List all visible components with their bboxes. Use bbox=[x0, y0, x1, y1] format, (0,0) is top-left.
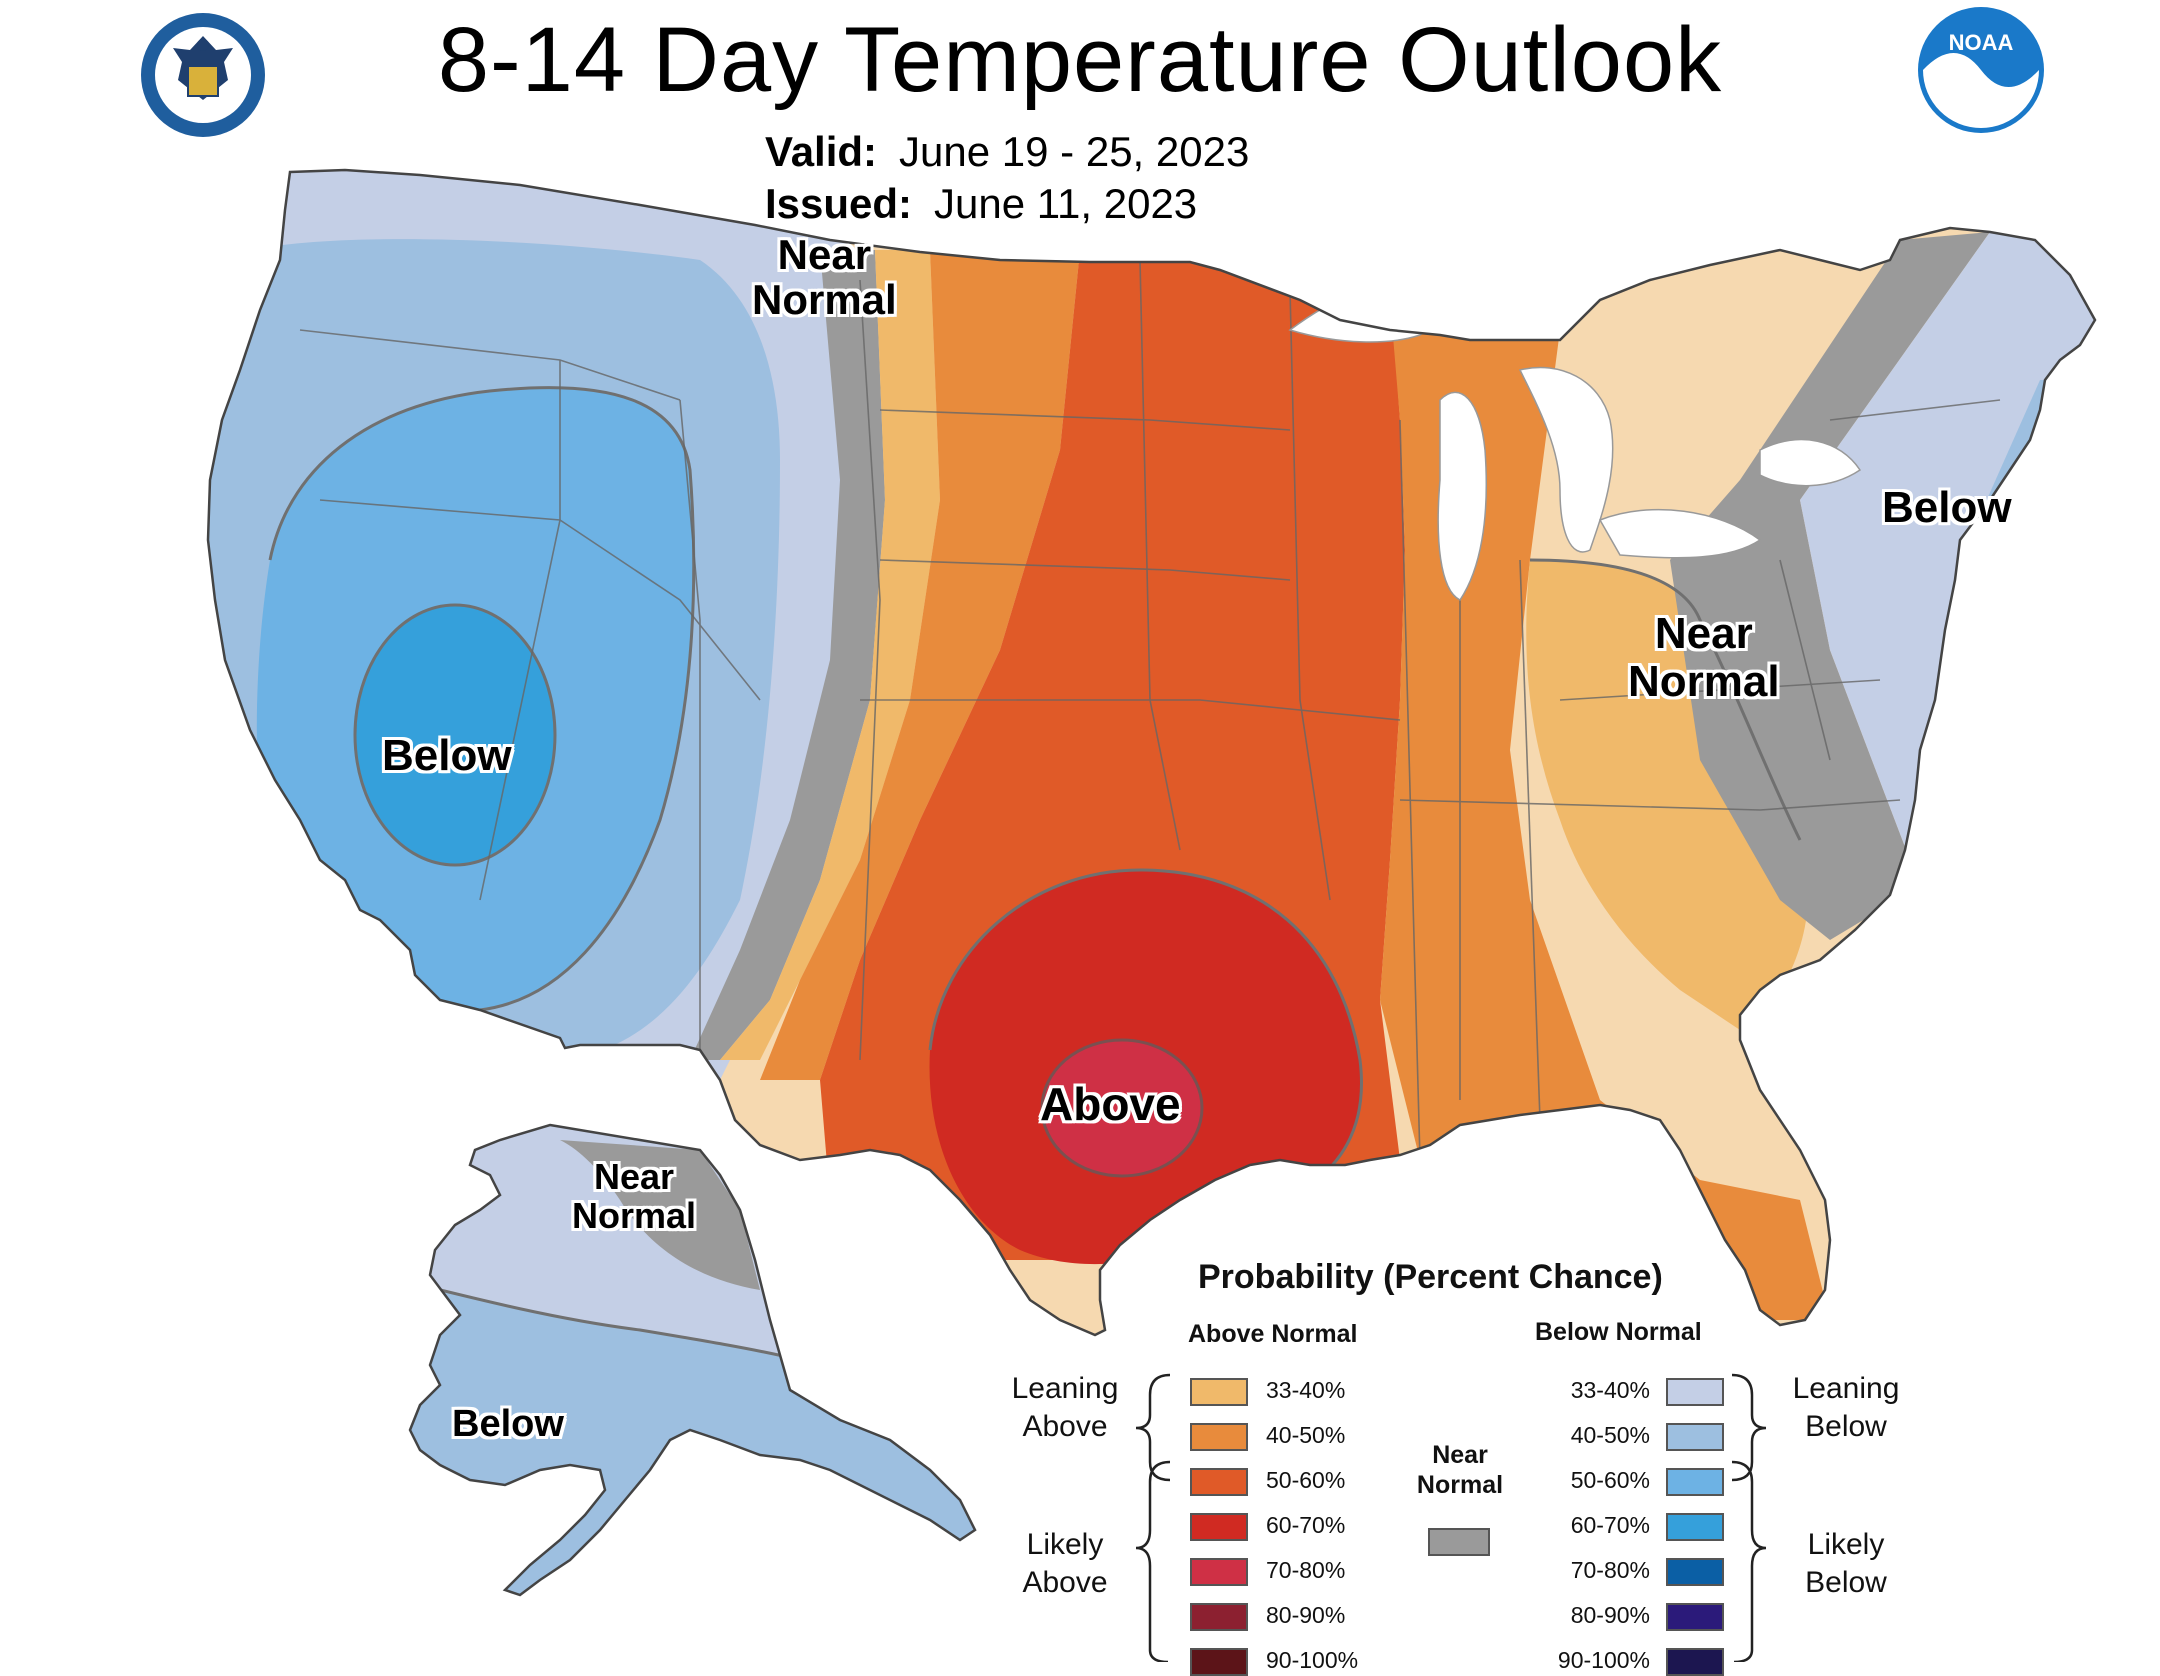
legend-below-swatch-3 bbox=[1666, 1513, 1724, 1541]
valid-label: Valid: bbox=[765, 128, 878, 175]
legend-above-label-2: 50-60% bbox=[1266, 1467, 1346, 1493]
issued-label: Issued: bbox=[765, 180, 913, 227]
map-label-alaska-below: Below bbox=[452, 1403, 564, 1445]
legend-above-label-5: 80-90% bbox=[1266, 1602, 1346, 1628]
legend-above-label-3: 60-70% bbox=[1266, 1512, 1346, 1538]
legend-above-swatch-3 bbox=[1190, 1513, 1248, 1541]
legend-above-swatch-1 bbox=[1190, 1423, 1248, 1451]
issued-value: June 11, 2023 bbox=[934, 180, 1198, 227]
legend-leaning-below: Leaning Below bbox=[1792, 1372, 1900, 1443]
legend-above-swatch-0 bbox=[1190, 1378, 1248, 1406]
legend-below-label-5: 80-90% bbox=[1570, 1602, 1650, 1628]
map-label-above-south: Above bbox=[1040, 1078, 1181, 1130]
legend-likely-above: Likely Above bbox=[1022, 1528, 1108, 1599]
legend-title: Probability (Percent Chance) bbox=[1198, 1258, 1663, 1296]
issued-line: Issued: June 11, 2023 bbox=[765, 178, 1249, 230]
legend-above-swatch-2 bbox=[1190, 1468, 1248, 1496]
map-label-near-normal-north: Near Normal bbox=[752, 231, 897, 324]
legend-above-title: Above Normal bbox=[1188, 1320, 1358, 1348]
legend-above-label-0: 33-40% bbox=[1266, 1377, 1346, 1403]
legend-below-label-3: 60-70% bbox=[1570, 1512, 1650, 1538]
map-label-below-west: Below bbox=[382, 731, 512, 780]
legend-above-label-1: 40-50% bbox=[1266, 1422, 1346, 1448]
valid-value: June 19 - 25, 2023 bbox=[899, 128, 1250, 175]
legend-below-swatch-2 bbox=[1666, 1468, 1724, 1496]
legend-below-label-0: 33-40% bbox=[1570, 1377, 1650, 1403]
noaa-logo-text: NOAA bbox=[1949, 30, 2014, 55]
map-label-near-normal-east: Near Normal bbox=[1628, 609, 1780, 706]
legend-below-swatch-0 bbox=[1666, 1378, 1724, 1406]
legend-above-swatch-4 bbox=[1190, 1558, 1248, 1586]
legend-near-normal-swatch bbox=[1428, 1528, 1490, 1556]
legend-below-swatch-1 bbox=[1666, 1423, 1724, 1451]
legend-below-title: Below Normal bbox=[1535, 1318, 1702, 1346]
map-label-alaska-near-normal: Near Normal bbox=[572, 1156, 697, 1236]
legend-below-swatch-5 bbox=[1666, 1603, 1724, 1631]
map-label-below-northeast: Below bbox=[1882, 483, 2012, 532]
legend-leaning-above: Leaning Above bbox=[1011, 1372, 1119, 1443]
page-title: 8-14 Day Temperature Outlook bbox=[437, 9, 1723, 111]
valid-line: Valid: June 19 - 25, 2023 bbox=[765, 126, 1249, 178]
date-block: Valid: June 19 - 25, 2023 Issued: June 11,… bbox=[765, 126, 1249, 230]
legend-below-label-2: 50-60% bbox=[1570, 1467, 1650, 1493]
legend-below-label-4: 70-80% bbox=[1570, 1557, 1650, 1583]
legend-below-label-1: 40-50% bbox=[1570, 1422, 1650, 1448]
noaa-logo-icon: NOAA bbox=[1918, 7, 2044, 133]
legend-above-label-4: 70-80% bbox=[1266, 1557, 1346, 1583]
doc-seal-icon bbox=[141, 13, 265, 137]
legend-below-swatch-4 bbox=[1666, 1558, 1724, 1586]
legend-near-normal-label: Near Normal bbox=[1416, 1441, 1504, 1499]
legend-likely-below: Likely Below bbox=[1805, 1528, 1887, 1599]
legend-above-swatch-5 bbox=[1190, 1603, 1248, 1631]
